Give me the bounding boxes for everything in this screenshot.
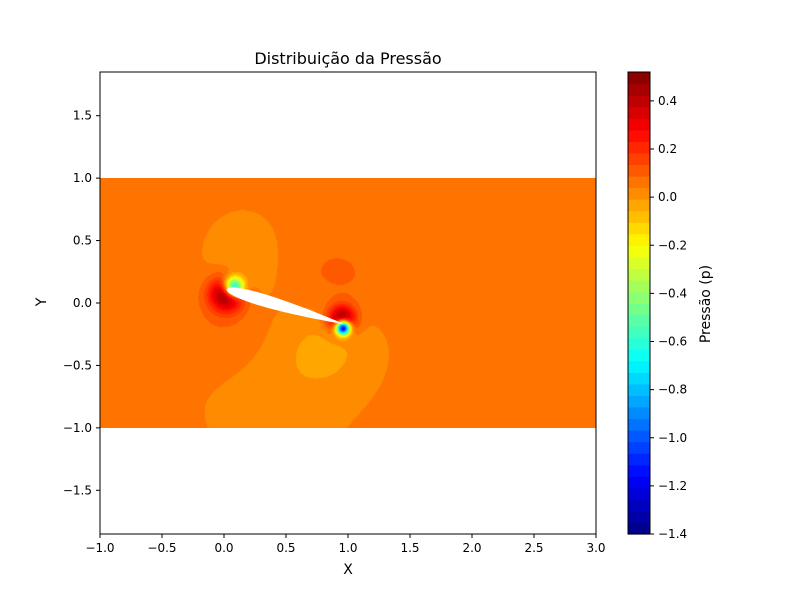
- x-tick-label: 3.0: [586, 541, 605, 555]
- colorbar-level-band: [628, 233, 650, 246]
- colorbar-tick-label: 0.2: [658, 142, 677, 156]
- y-tick-label: 0.5: [73, 234, 92, 248]
- colorbar-level-band: [628, 129, 650, 142]
- x-tick-label: 1.5: [400, 541, 419, 555]
- colorbar-tick-label: 0.4: [658, 94, 677, 108]
- colorbar-tick-label: −0.4: [658, 286, 687, 300]
- colorbar-level-band: [628, 303, 650, 316]
- colorbar-level-band: [628, 487, 650, 500]
- y-tick-label: 0.0: [73, 296, 92, 310]
- colorbar-tick-label: −1.2: [658, 479, 687, 493]
- colorbar-tick-label: 0.0: [658, 190, 677, 204]
- colorbar-level-band: [628, 72, 650, 85]
- y-axis-label: Y: [34, 297, 50, 307]
- x-tick-label: −0.5: [147, 541, 176, 555]
- colorbar-level-band: [628, 395, 650, 408]
- x-tick-label: −1.0: [85, 541, 114, 555]
- y-tick-label: −1.5: [63, 483, 92, 497]
- chart-title: Distribuição da Pressão: [254, 49, 441, 68]
- colorbar-level-band: [628, 464, 650, 477]
- colorbar-level-band: [628, 106, 650, 119]
- colorbar-level-band: [628, 326, 650, 339]
- colorbar-level-band: [628, 210, 650, 223]
- colorbar-level-band: [628, 256, 650, 269]
- colorbar-level-band: [628, 152, 650, 165]
- colorbar-level-band: [628, 499, 650, 512]
- colorbar-level-band: [628, 476, 650, 489]
- x-axis-ticks: −1.0 −0.5 0.0 0.5 1.0 1.5 2.0 2.5 3.0: [85, 534, 606, 555]
- colorbar-level-band: [628, 418, 650, 431]
- colorbar-level-band: [628, 222, 650, 235]
- colorbar-level-band: [628, 314, 650, 327]
- airfoil-shape: [226, 287, 345, 325]
- pressure-field-heatmap: [100, 178, 596, 428]
- y-tick-label: −1.0: [63, 421, 92, 435]
- colorbar-level-band: [628, 95, 650, 108]
- colorbar-level-band: [628, 141, 650, 154]
- colorbar-level-band: [628, 199, 650, 212]
- y-tick-label: 1.5: [73, 109, 92, 123]
- colorbar-level-band: [628, 453, 650, 466]
- y-axis-ticks: −1.5 −1.0 −0.5 0.0 0.5 1.0 1.5: [63, 109, 100, 497]
- colorbar-tick-label: −0.2: [658, 238, 687, 252]
- colorbar-level-band: [628, 268, 650, 281]
- colorbar-level-band: [628, 175, 650, 189]
- colorbar-level-band: [628, 245, 650, 258]
- colorbar-frame: [627, 71, 651, 535]
- colorbar-level-band: [628, 430, 650, 443]
- colorbar-tick-label: −0.8: [658, 383, 687, 397]
- colorbar-label: Pressão (p): [698, 265, 714, 343]
- x-tick-label: 2.5: [524, 541, 543, 555]
- colorbar-levels: [628, 72, 650, 535]
- colorbar-level-band: [628, 383, 650, 396]
- x-tick-label: 2.0: [462, 541, 481, 555]
- colorbar-level-band: [628, 441, 650, 454]
- colorbar-tick-label: −1.4: [658, 527, 687, 541]
- colorbar-level-band: [628, 291, 650, 304]
- colorbar-level-band: [628, 337, 650, 350]
- colorbar-tick-label: −1.0: [658, 431, 687, 445]
- x-tick-label: 1.0: [338, 541, 357, 555]
- x-tick-label: 0.5: [276, 541, 295, 555]
- colorbar-level-band: [628, 522, 650, 535]
- colorbar-level-band: [628, 406, 650, 420]
- x-tick-label: 0.0: [214, 541, 233, 555]
- colorbar-level-band: [628, 164, 650, 177]
- x-axis-label: X: [343, 562, 353, 578]
- colorbar-level-band: [628, 83, 650, 96]
- colorbar-tick-label: −0.6: [658, 335, 687, 349]
- y-tick-label: −0.5: [63, 358, 92, 372]
- colorbar-level-band: [628, 118, 650, 131]
- colorbar-level-band: [628, 279, 650, 293]
- colorbar: −1.4 −1.2 −1.0 −0.8 −0.6 −0.4 −0.2 0.0 0.2 0.4 Pr…: [627, 71, 714, 541]
- colorbar-level-band: [628, 372, 650, 385]
- colorbar-level-band: [628, 360, 650, 373]
- colorbar-ticks: −1.4 −1.2 −1.0 −0.8 −0.6 −0.4 −0.2 0.0 0.2 0.4: [650, 94, 687, 541]
- colorbar-level-band: [628, 510, 650, 524]
- y-tick-label: 1.0: [73, 171, 92, 185]
- colorbar-level-band: [628, 349, 650, 362]
- colorbar-level-band: [628, 187, 650, 200]
